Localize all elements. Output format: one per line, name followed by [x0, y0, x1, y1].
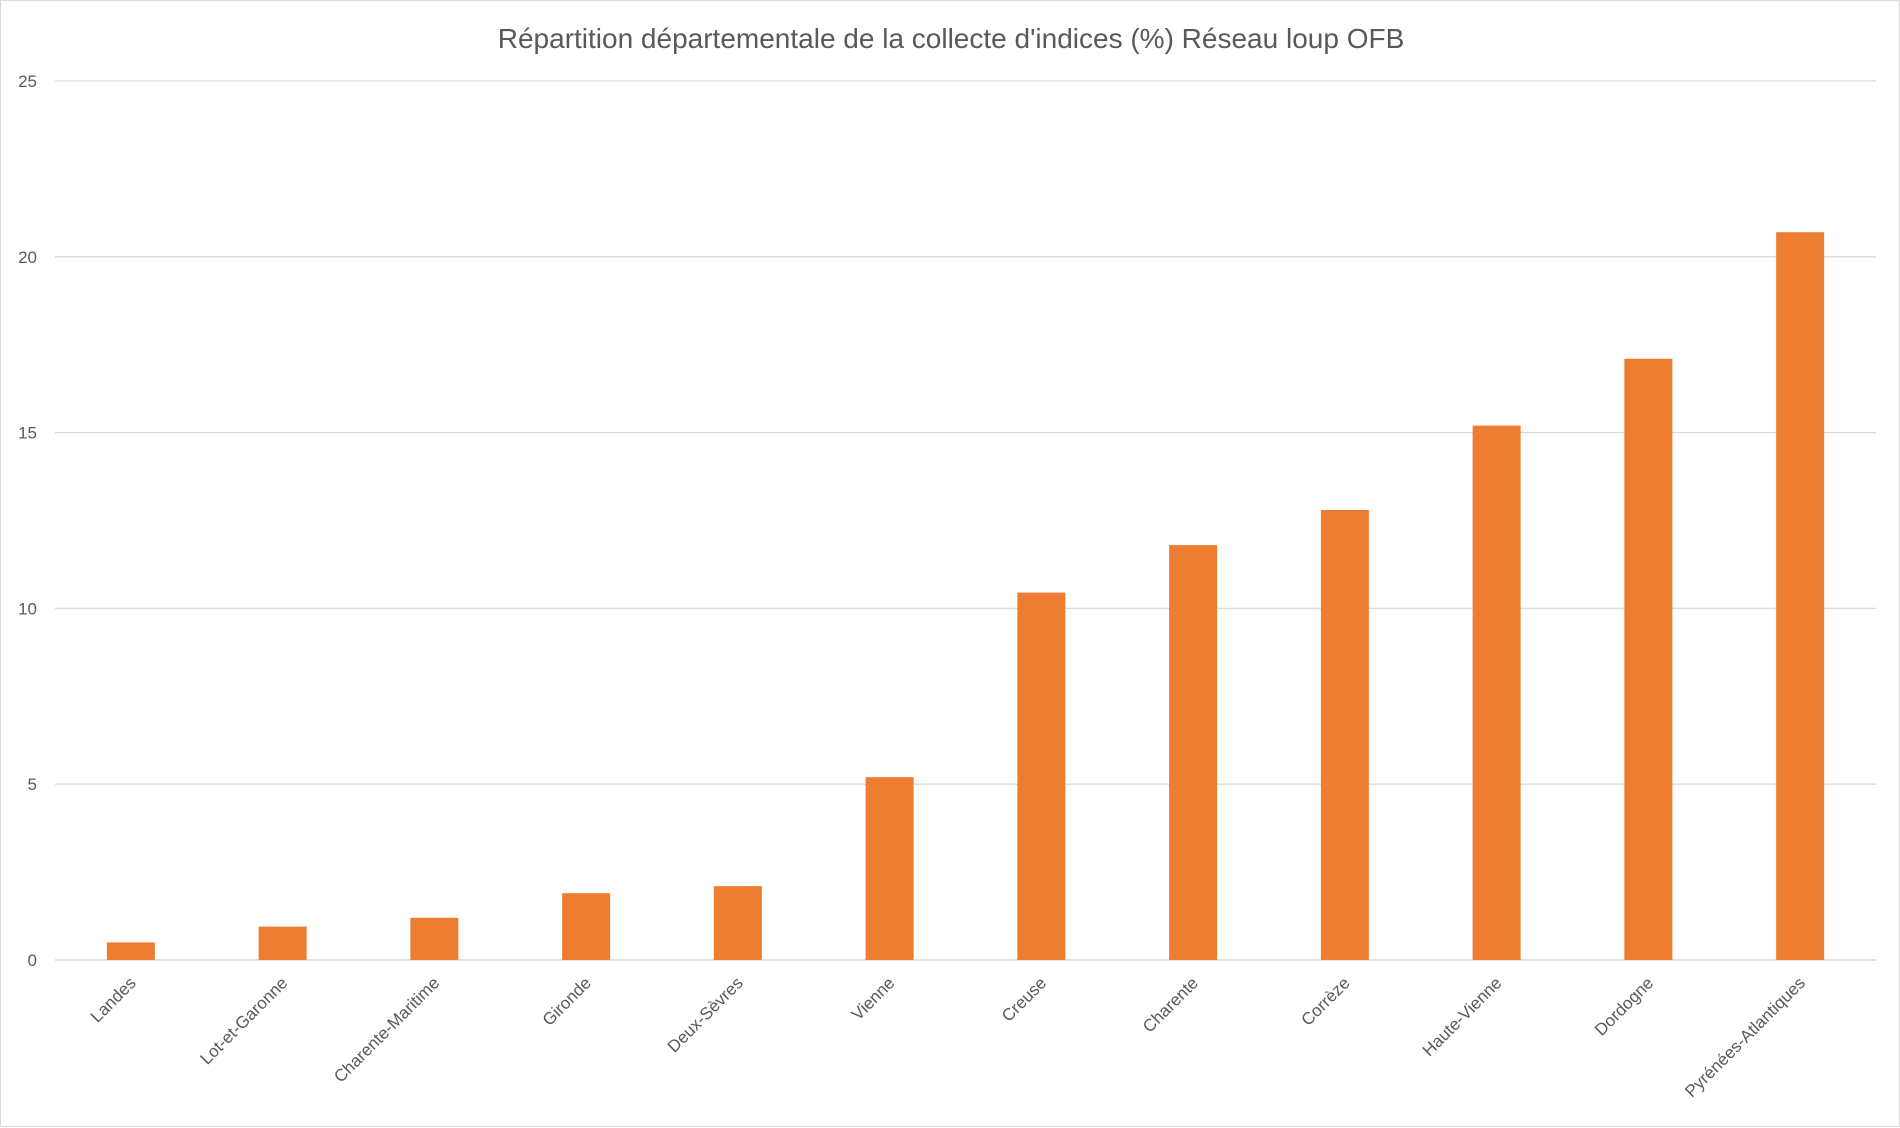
- bar: [1320, 509, 1369, 960]
- x-tick-label: Corrèze: [1298, 973, 1354, 1029]
- y-tick-label: 25: [18, 72, 37, 91]
- x-tick-label: Dordogne: [1591, 973, 1657, 1039]
- x-tick-label: Gironde: [539, 973, 595, 1029]
- bar: [562, 893, 611, 960]
- x-tick-label: Haute-Vienne: [1419, 973, 1506, 1060]
- bar: [1017, 592, 1066, 960]
- bar: [1776, 232, 1825, 961]
- x-tick-label: Deux-Sèvres: [664, 973, 747, 1056]
- bar: [1472, 425, 1521, 960]
- chart-title: Répartition départementale de la collect…: [498, 23, 1405, 54]
- bar: [258, 926, 307, 960]
- x-tick-label: Vienne: [848, 973, 899, 1024]
- gridlines: [55, 80, 1876, 961]
- x-tick-label: Landes: [87, 973, 140, 1026]
- x-axis-ticks: Landes Lot-et-Garonne Charente-Maritime Gir…: [87, 973, 1809, 1101]
- bar: [1624, 358, 1673, 960]
- x-tick-label: Charente: [1139, 973, 1202, 1036]
- bar: [106, 942, 155, 960]
- bar: [410, 917, 459, 960]
- y-tick-label: 15: [18, 424, 37, 443]
- bar: [713, 886, 762, 960]
- bar: [865, 777, 914, 960]
- y-axis-ticks: 0 5 10 15 20 25: [18, 72, 37, 970]
- y-tick-label: 5: [28, 775, 37, 794]
- bars: [106, 232, 1825, 961]
- x-tick-label: Charente-Maritime: [330, 973, 443, 1086]
- y-tick-label: 10: [18, 599, 37, 618]
- y-tick-label: 0: [28, 951, 37, 970]
- bar: [1169, 545, 1218, 960]
- y-tick-label: 20: [18, 248, 37, 267]
- x-tick-label: Pyrénées-Atlantiques: [1681, 973, 1809, 1101]
- x-tick-label: Creuse: [998, 973, 1050, 1025]
- x-tick-label: Lot-et-Garonne: [196, 973, 291, 1068]
